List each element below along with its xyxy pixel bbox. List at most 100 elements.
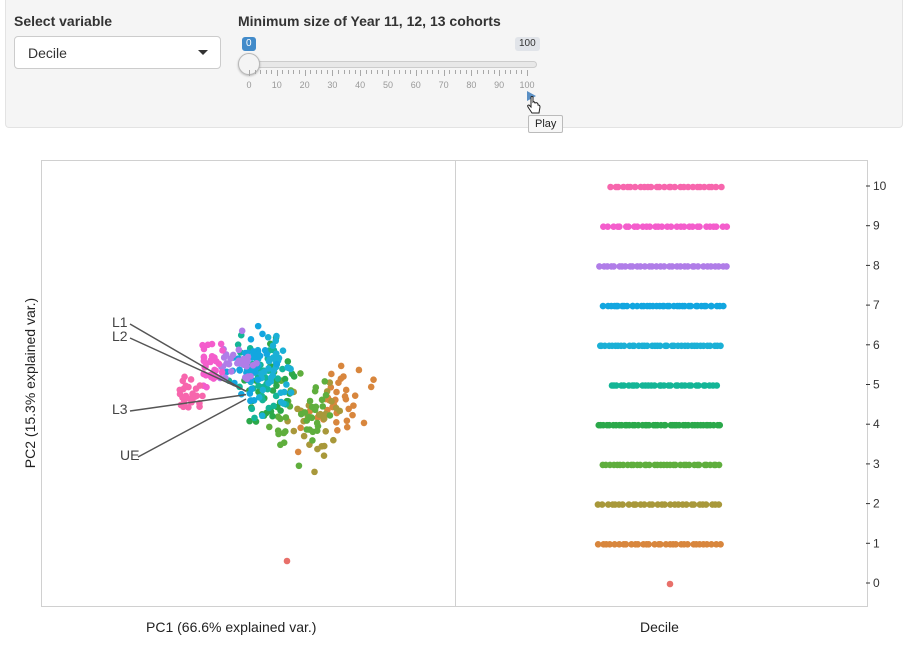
- pca-point: [311, 468, 318, 476]
- pca-point: [255, 394, 263, 401]
- decile-point: [613, 382, 620, 389]
- slider-tick: [337, 70, 339, 74]
- pca-point: [222, 374, 229, 381]
- pca-point: [246, 417, 253, 425]
- slider-tick: [287, 70, 289, 74]
- decile-point: [632, 501, 639, 508]
- pca-point: [334, 426, 341, 434]
- decile-point: [611, 541, 618, 548]
- pca-point: [176, 386, 184, 394]
- pca-point: [200, 353, 208, 361]
- pca-point: [370, 376, 377, 383]
- decile-point: [680, 223, 688, 230]
- variable-select[interactable]: Decile: [14, 36, 221, 69]
- slider-tick: [315, 70, 317, 74]
- slider-tick: [299, 70, 301, 74]
- pca-point: [204, 341, 212, 349]
- pca-point: [319, 403, 327, 410]
- slider-tick: [310, 70, 312, 74]
- pca-point: [258, 412, 266, 420]
- pca-point: [284, 358, 292, 365]
- decile-point: [687, 382, 695, 389]
- loading-label: L2: [112, 328, 128, 344]
- decile-point: [689, 223, 696, 230]
- decile-point: [607, 183, 614, 191]
- decile-point: [645, 421, 653, 429]
- pca-point: [350, 402, 357, 409]
- pca-point: [314, 445, 321, 453]
- pca-point: [300, 432, 308, 440]
- pca-point: [269, 387, 277, 394]
- pca-point: [315, 411, 323, 418]
- decile-point: [634, 223, 641, 230]
- pca-point: [236, 366, 243, 374]
- slider-tick: [504, 70, 506, 74]
- pca-point: [322, 427, 330, 435]
- y-tick-label: 3: [873, 457, 880, 471]
- play-icon[interactable]: [524, 89, 538, 103]
- decile-point: [665, 302, 673, 310]
- decile-point: [702, 501, 710, 508]
- slider-tick: [265, 70, 267, 74]
- slider-tick-label: 60: [410, 80, 421, 90]
- slider-tick: [527, 70, 528, 76]
- slider-tick: [388, 70, 389, 76]
- decile-point: [655, 183, 663, 191]
- pca-point: [279, 347, 287, 355]
- decile-point: [616, 223, 623, 230]
- decile-point: [717, 342, 724, 350]
- decile-point: [684, 541, 691, 548]
- pca-point: [282, 414, 290, 421]
- pca-point: [342, 395, 350, 403]
- decile-point: [598, 501, 606, 508]
- pca-point: [218, 368, 226, 376]
- slider-tick-label: 70: [438, 80, 449, 90]
- control-panel: Select variable Decile Minimum size of Y…: [5, 0, 903, 128]
- decile-point: [594, 541, 602, 548]
- pca-point: [328, 370, 335, 378]
- decile-point: [596, 263, 603, 270]
- pca-point: [192, 385, 200, 392]
- decile-point: [695, 382, 702, 389]
- pca-point: [225, 360, 233, 368]
- pca-point: [333, 419, 340, 426]
- decile-point: [667, 382, 674, 389]
- decile-point: [641, 263, 649, 270]
- pca-point: [322, 391, 330, 399]
- decile-point: [623, 302, 631, 310]
- pca-point: [248, 405, 256, 413]
- pca-point: [272, 392, 280, 400]
- pca-point: [243, 375, 251, 383]
- pca-point: [320, 452, 328, 459]
- decile-point: [716, 421, 724, 429]
- decile-point: [703, 541, 711, 548]
- slider-max-badge: 100: [515, 37, 540, 51]
- decile-point: [666, 580, 674, 588]
- pca-point: [274, 375, 282, 382]
- cohort-slider-track[interactable]: [244, 61, 537, 68]
- y-tick-label: 7: [873, 298, 880, 312]
- decile-point: [633, 382, 641, 389]
- pca-point: [259, 330, 266, 338]
- pca-point: [313, 427, 321, 434]
- decile-point: [663, 342, 671, 350]
- loading-arrow: [129, 323, 247, 393]
- pca-point: [266, 355, 274, 363]
- pca-point: [277, 407, 284, 414]
- decile-point: [712, 183, 720, 191]
- decile-point: [672, 461, 679, 469]
- slider-tick: [471, 70, 473, 76]
- slider-tick: [360, 70, 362, 76]
- pca-point: [283, 557, 291, 565]
- y-tick-label: 9: [873, 219, 880, 233]
- slider-tick: [510, 70, 512, 74]
- slider-tick: [415, 70, 417, 76]
- decile-point: [656, 342, 664, 350]
- pca-point: [306, 426, 313, 433]
- decile-point: [712, 223, 720, 230]
- decile-point: [657, 541, 664, 548]
- pca-point: [265, 379, 272, 387]
- slider-tick: [282, 70, 284, 74]
- pca-point: [342, 386, 350, 394]
- play-tooltip: Play: [528, 115, 564, 133]
